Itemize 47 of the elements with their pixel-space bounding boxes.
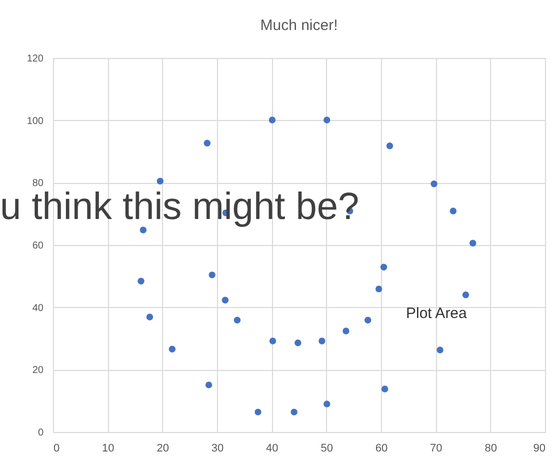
point [462, 292, 470, 298]
x-tick-label: 90 [533, 442, 546, 454]
point [140, 226, 147, 234]
point [269, 338, 276, 344]
x-tick-label: 30 [211, 442, 224, 454]
x-tick-label: 10 [102, 442, 114, 454]
point [208, 272, 216, 278]
point [234, 316, 241, 324]
point [375, 286, 382, 292]
y-tick-label: 100 [26, 116, 44, 127]
y-tick-label: 120 [26, 54, 44, 64]
point [469, 240, 476, 246]
y-tick-label: 20 [32, 365, 44, 376]
x-tick-label: 60 [375, 442, 388, 454]
point [168, 346, 176, 352]
point [204, 140, 211, 146]
point [380, 264, 388, 270]
point [430, 180, 438, 188]
point [205, 382, 212, 388]
point [436, 346, 444, 354]
point [254, 408, 262, 416]
x-tick-label: 50 [320, 442, 333, 454]
chart-title: Much nicer! [260, 17, 338, 34]
x-tick-label: 70 [430, 442, 442, 454]
point [156, 178, 164, 184]
point [450, 208, 457, 214]
point [222, 296, 229, 304]
x-tick-label: 0 [54, 442, 60, 454]
x-tick-label: 40 [266, 442, 278, 454]
y-tick-label: 40 [32, 302, 44, 314]
point [318, 338, 326, 344]
point [146, 314, 154, 320]
point [324, 116, 330, 124]
point [342, 328, 350, 334]
x-tick-label: 20 [156, 442, 169, 454]
x-tick-label: 80 [484, 442, 497, 454]
point [364, 316, 372, 324]
point [381, 386, 388, 392]
y-tick-label: 60 [32, 240, 44, 252]
annotation: Plot Area [406, 305, 468, 322]
point [324, 400, 330, 408]
point [290, 408, 298, 416]
y-tick-label: 0 [38, 428, 44, 438]
point [386, 142, 394, 150]
point [138, 278, 144, 284]
point [268, 116, 276, 124]
point [294, 340, 302, 346]
